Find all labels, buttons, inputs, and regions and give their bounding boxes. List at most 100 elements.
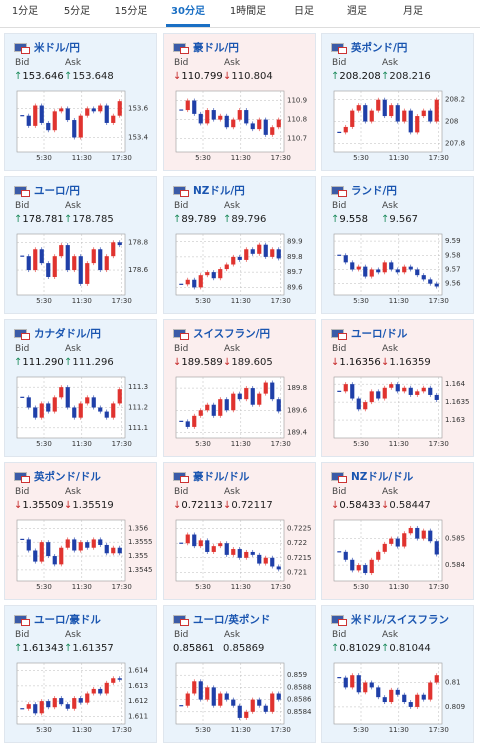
rate-card[interactable]: 豪ドル/円 Bid Ask ↓110.799 ↓110.804 110.7 110.8 110… — [163, 33, 316, 171]
bid-value: ↑0.81029 — [331, 643, 381, 654]
candle — [72, 698, 77, 709]
ask-label: Ask — [382, 487, 399, 497]
rate-card[interactable]: 米ドル/円 Bid Ask ↑153.646 ↑153.648 153.4 153.6 5:3… — [4, 33, 157, 171]
tab[interactable]: 週足 — [347, 6, 367, 17]
tab[interactable]: 1分足 — [11, 6, 39, 17]
ask-label: Ask — [224, 344, 241, 354]
tab[interactable]: 5分足 — [63, 6, 91, 17]
rate-card[interactable]: NZドル/円 Bid Ask ↑89.789 ↑89.796 89.6 89.7 89.8 89… — [163, 176, 316, 314]
tab[interactable]: 月足 — [403, 6, 423, 17]
candle — [363, 402, 368, 410]
candle — [434, 283, 439, 287]
candle — [231, 119, 236, 128]
candle — [382, 697, 387, 703]
ask-label: Ask — [382, 201, 399, 211]
tab[interactable]: 日足 — [294, 6, 314, 17]
candle — [59, 698, 64, 705]
y-tick-label: 1.163 — [445, 416, 465, 424]
y-tick-label: 1.355 — [128, 552, 148, 560]
y-tick-label: 1.1635 — [445, 398, 470, 406]
rate-card[interactable]: ユーロ/円 Bid Ask ↑178.781 ↑178.785 178.6 178.8 5:3… — [4, 176, 157, 314]
candle — [205, 404, 210, 411]
candle — [65, 108, 70, 121]
candle — [434, 541, 439, 555]
x-tick-label: 11:30 — [389, 726, 409, 734]
candle — [276, 399, 281, 412]
candle — [104, 682, 109, 694]
candle — [356, 675, 361, 693]
mini-chart: 111.1 111.2 111.3 5:30 11:30 17:30 — [16, 376, 148, 448]
rate-card[interactable]: NZドル/ドル Bid Ask ↓0.58433 ↓0.58447 0.584 0.585 5… — [321, 462, 474, 600]
rate-card[interactable]: 豪ドル/ドル Bid Ask ↓0.72113 ↓0.72117 0.721 0.7215 0… — [163, 462, 316, 600]
pair-name: NZドル/ドル — [351, 471, 414, 483]
ask-value: ↑153.648 — [64, 71, 114, 82]
y-tick-label: 0.859 — [287, 671, 307, 679]
rate-card[interactable]: 英ポンド/円 Bid Ask ↑208.208 ↑208.216 207.8 208 208.… — [321, 33, 474, 171]
y-tick-label: 9.59 — [445, 237, 461, 245]
x-tick-label: 17:30 — [112, 726, 132, 734]
rate-card[interactable]: ユーロ/豪ドル Bid Ask ↑1.61343 ↑1.61357 1.611 1.612 1… — [4, 605, 157, 743]
x-tick-label: 11:30 — [389, 583, 409, 591]
candle — [111, 678, 116, 683]
bid-label: Bid — [15, 487, 30, 497]
candle — [192, 279, 197, 288]
candle — [257, 244, 262, 254]
rate-card[interactable]: カナダドル/円 Bid Ask ↑111.290 ↑111.296 111.1 111.2 1… — [4, 319, 157, 457]
y-tick-label: 0.809 — [445, 703, 465, 711]
x-tick-label: 17:30 — [429, 154, 449, 162]
candle — [65, 245, 70, 271]
tab[interactable]: 30分足 — [166, 0, 210, 27]
candle — [111, 403, 116, 418]
rate-card[interactable]: 米ドル/スイスフラン Bid Ask ↑0.81029 ↑0.81044 0.809 0.8… — [321, 605, 474, 743]
candle — [237, 393, 242, 400]
candle — [263, 382, 268, 394]
y-tick-label: 111.3 — [128, 383, 148, 391]
rate-card[interactable]: 英ポンド/ドル Bid Ask ↓1.35509 ↓1.35519 1.3545 1.355… — [4, 462, 157, 600]
candle — [211, 272, 216, 279]
candle — [39, 701, 44, 714]
flag-icon — [338, 476, 347, 483]
candle — [415, 391, 420, 395]
candle — [218, 399, 223, 416]
candle — [257, 554, 262, 564]
ask-value: ↓1.16359 — [381, 357, 431, 368]
mini-chart: 9.56 9.57 9.58 9.59 5:30 11:30 17:30 — [333, 233, 461, 305]
rate-card[interactable]: スイスフラン/円 Bid Ask ↓189.589 ↓189.605 189.4 189.6… — [163, 319, 316, 457]
y-tick-label: 111.1 — [128, 424, 148, 432]
candle — [356, 266, 361, 270]
x-tick-label: 11:30 — [72, 440, 92, 448]
tab[interactable]: 1時間足 — [229, 6, 267, 17]
candle — [244, 711, 249, 718]
pair-name: カナダドル/円 — [34, 328, 101, 340]
x-tick-label: 17:30 — [271, 583, 291, 591]
candle — [91, 108, 96, 112]
candle — [205, 687, 210, 700]
ask-value: ↑1.61357 — [64, 643, 114, 654]
y-tick-label: 0.8584 — [287, 708, 312, 716]
rate-card[interactable]: ランド/円 Bid Ask ↑9.558 ↑9.567 9.56 9.57 9.58 9.59 5… — [321, 176, 474, 314]
candle — [117, 389, 122, 404]
tab[interactable]: 15分足 — [114, 6, 148, 17]
candle — [224, 399, 229, 411]
candle — [237, 110, 242, 120]
candle — [192, 100, 197, 114]
candle — [198, 681, 203, 700]
candle — [185, 534, 190, 544]
candle — [117, 547, 122, 554]
ask-value: ↓110.804 — [223, 71, 273, 82]
candle — [33, 550, 38, 562]
ask-label: Ask — [224, 630, 241, 640]
candle — [65, 704, 70, 709]
candle — [111, 242, 116, 257]
y-tick-label: 1.3545 — [128, 566, 153, 574]
bid-value: 0.85861 — [173, 643, 215, 654]
candle — [117, 242, 122, 246]
candle — [98, 105, 103, 112]
candle — [395, 689, 400, 695]
bid-label: Bid — [15, 344, 30, 354]
rate-card[interactable]: ユーロ/英ポンド Bid Ask 0.85861 0.85869 0.8584 0.8586… — [163, 605, 316, 743]
candle — [363, 565, 368, 574]
rate-card[interactable]: ユーロ/ドル Bid Ask ↓1.16356 ↓1.16359 1.163 1.1635 1… — [321, 319, 474, 457]
ask-label: Ask — [382, 630, 399, 640]
candle — [257, 119, 262, 130]
